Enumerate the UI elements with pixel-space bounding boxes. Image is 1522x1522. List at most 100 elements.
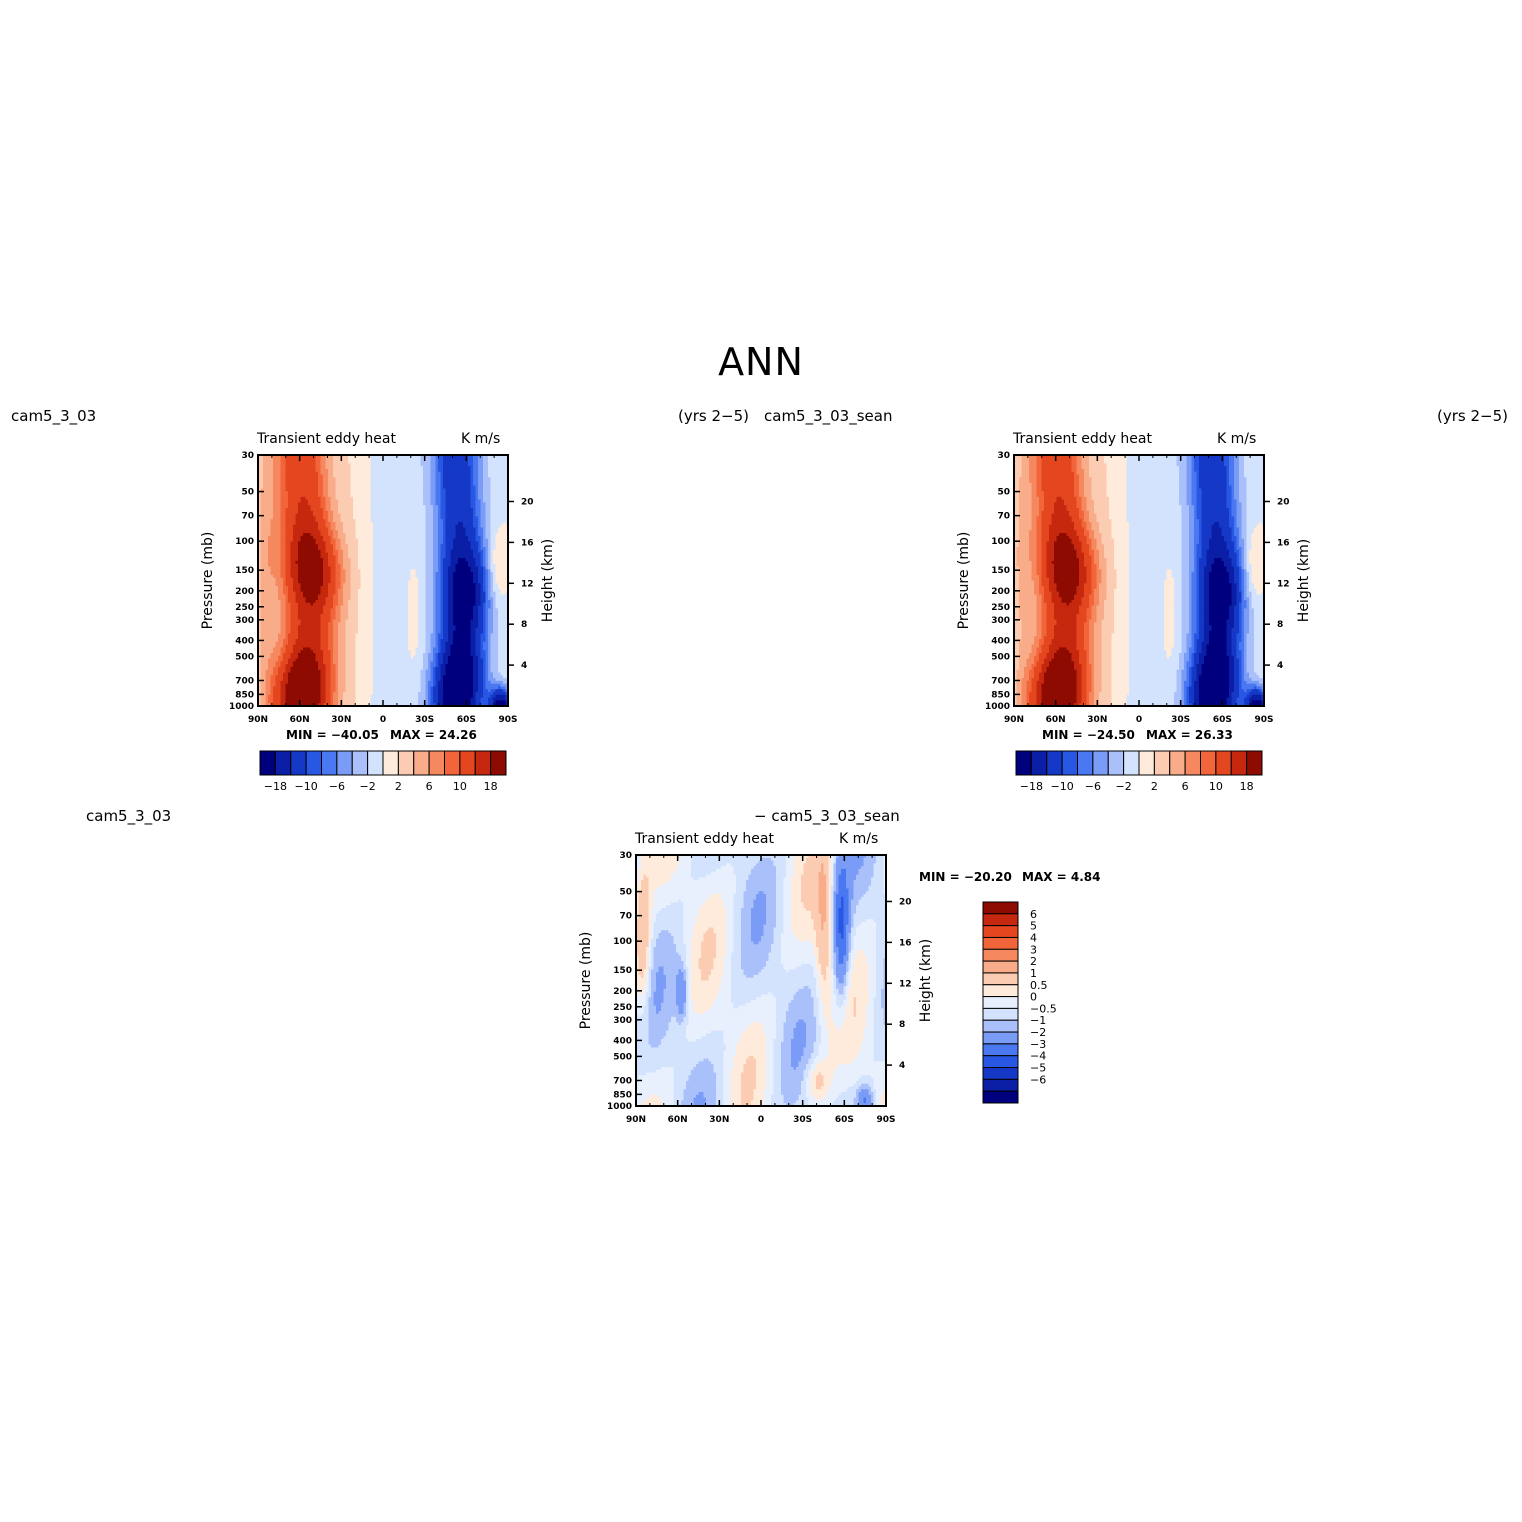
contour-cell [263,474,267,478]
contour-cell [388,471,392,476]
contour-cell [453,460,457,464]
contour-cell [350,510,354,515]
contour-cell [363,519,367,523]
contour-cell [328,494,332,498]
contour-cell [498,491,502,495]
contour-cell [305,488,309,492]
contour-cell [493,482,497,487]
contour-cell [310,494,314,498]
contour-cell [260,502,264,506]
contour-cell [260,505,264,509]
contour-cell [333,488,337,492]
contour-cell [300,513,304,517]
contour-cell [260,507,264,512]
contour-cell [340,519,344,523]
contour-cell [473,474,477,478]
contour-cell [295,494,299,498]
contour-cell [435,494,439,498]
contour-cell [373,460,377,464]
contour-cell [333,485,337,490]
contour-cell [320,491,324,495]
contour-cell [328,519,332,523]
contour-cell [498,521,502,526]
contour-cell [395,519,399,523]
contour-cell [408,510,412,515]
contour-cell [375,457,379,462]
contour-cell [305,468,309,473]
contour-cell [340,499,344,504]
contour-cell [455,480,459,484]
contour-cell [298,468,302,473]
contour-cell [405,482,409,487]
contour-cell [303,510,307,515]
contour-cell [330,516,334,520]
contour-cell [418,455,422,459]
contour-cell [373,482,377,487]
contour-cell [458,482,462,487]
contour-cell [383,494,387,498]
contour-cell [260,460,264,464]
contour-cell [425,474,429,478]
contour-cell [368,494,372,498]
contour-cell [403,463,407,467]
contour-cell [443,460,447,464]
contour-cell [310,482,314,487]
contour-cell [455,471,459,476]
contour-cell [458,521,462,526]
contour-cell [265,468,269,473]
contour-cell [298,491,302,495]
contour-cell [425,519,429,523]
contour-cell [473,513,477,517]
contour-cell [370,499,374,504]
contour-cell [385,474,389,478]
contour-cell [313,513,317,517]
contour-cell [363,507,367,512]
contour-cell [415,505,419,509]
contour-cell [285,519,289,523]
contour-cell [330,480,334,484]
contour-cell [415,460,419,464]
contour-cell [500,460,504,464]
contour-cell [280,460,284,464]
contour-cell [385,524,389,529]
contour-cell [380,474,384,478]
contour-cell [275,463,279,467]
contour-cell [295,521,299,526]
contour-cell [285,463,289,467]
contour-cell [485,516,489,520]
contour-cell [303,491,307,495]
contour-cell [428,488,432,492]
contour-cell [260,496,264,501]
contour-cell [433,521,437,526]
contour-cell [340,471,344,476]
contour-cell [483,521,487,526]
contour-cell [258,502,262,506]
contour-cell [418,516,422,520]
contour-cell [303,502,307,506]
contour-cell [468,455,472,459]
contour-cell [488,519,492,523]
contour-cell [333,524,337,529]
contour-cell [303,524,307,529]
contour-cell [438,463,442,467]
contour-cell [285,480,289,484]
contour-cell [353,499,357,504]
contour-cell [443,485,447,490]
contour-cell [443,499,447,504]
contour-cell [340,491,344,495]
contour-cell [473,460,477,464]
contour-cell [270,502,274,506]
contour-cell [443,474,447,478]
contour-cell [360,477,364,481]
contour-cell [433,505,437,509]
contour-cell [488,491,492,495]
contour-cell [370,524,374,529]
contour-cell [480,516,484,520]
contour-cell [403,485,407,490]
contour-cell [295,519,299,523]
contour-cell [283,513,287,517]
contour-cell [258,482,262,487]
contour-cell [365,488,369,492]
contour-cell [318,482,322,487]
contour-cell [458,466,462,470]
